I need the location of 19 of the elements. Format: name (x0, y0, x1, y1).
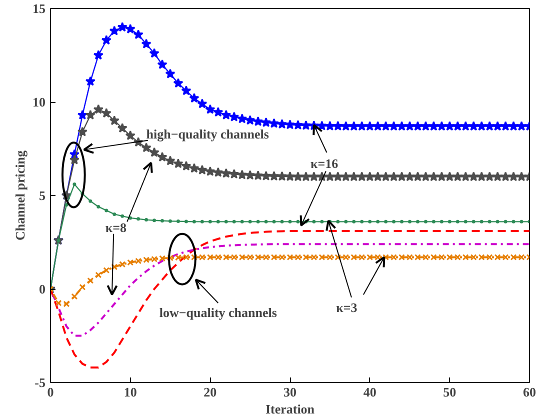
y-tick-label: 15 (32, 1, 46, 16)
x-tick-label: 50 (443, 384, 456, 400)
x-tick-label: 10 (124, 384, 137, 400)
x-tick-label: 60 (523, 384, 536, 400)
y-tick-label: 10 (32, 94, 46, 110)
x-tick-label: 20 (204, 384, 217, 400)
y-axis-title: Channel pricing (12, 150, 28, 240)
x-tick-label: 30 (284, 384, 296, 400)
annotation: low−quality channels (159, 304, 277, 320)
y-tick-label: 0 (39, 282, 46, 296)
y-tick-label: -5 (34, 375, 46, 390)
x-tick-label: 40 (363, 384, 376, 400)
annotation: high−quality channels (146, 126, 269, 142)
annotation: κ=8 (105, 220, 128, 235)
y-tick-label: 5 (39, 188, 46, 203)
annotation: κ=16 (310, 156, 339, 172)
line-series (50, 243, 530, 337)
x-axis-title: Iteration (265, 402, 316, 416)
annotation: κ=3 (336, 300, 358, 316)
